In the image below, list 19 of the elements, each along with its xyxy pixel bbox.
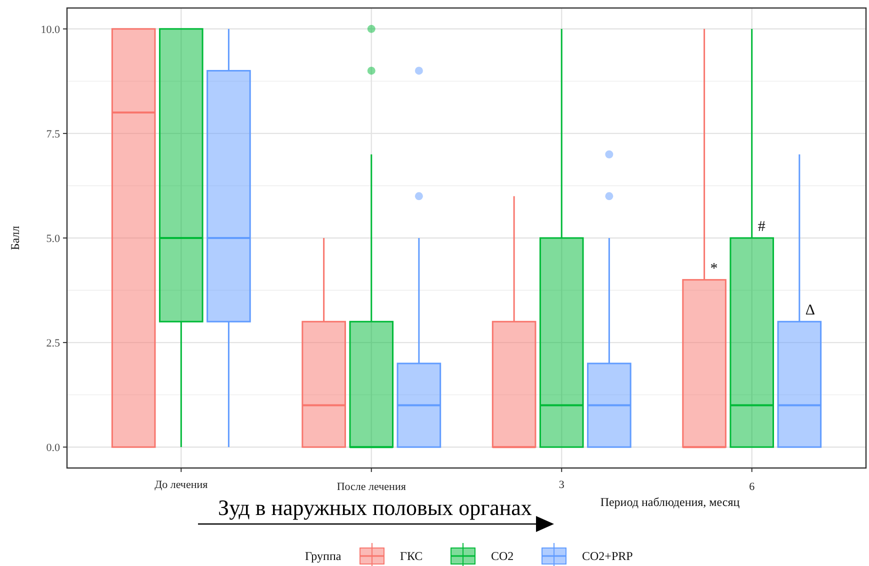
legend-label: CO2 [491, 549, 514, 564]
x-tick-label: 6 [749, 481, 756, 493]
legend-title: Группа [305, 549, 342, 564]
annotation: * [710, 260, 718, 277]
annotation: Δ [805, 302, 816, 319]
legend-label: ГКС [400, 549, 423, 564]
y-tick-label: 5.0 [46, 232, 60, 245]
y-axis-title: Балл [8, 226, 22, 250]
x-axis-title: Период наблюдения, месяц [600, 495, 740, 509]
y-tick-label: 10.0 [40, 24, 60, 36]
x-tick-label: После лечения [336, 481, 406, 493]
annotation: # [758, 219, 766, 235]
y-tick-label: 7.5 [46, 128, 60, 140]
text: Зуд в наружных половых органах [218, 495, 532, 520]
x-tick-label: 3 [558, 479, 565, 491]
legend-label: CO2+PRP [582, 549, 634, 564]
y-tick-label: 0.0 [46, 442, 60, 454]
x-tick-label: До лечения [154, 479, 208, 491]
y-tick-label: 2.5 [46, 337, 60, 350]
